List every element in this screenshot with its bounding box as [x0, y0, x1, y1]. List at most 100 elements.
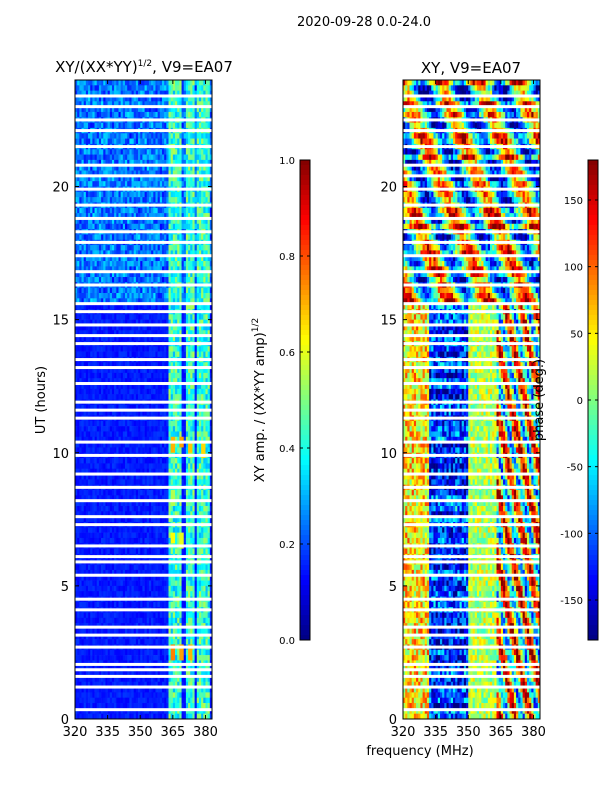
amplitude-cell [179, 122, 182, 129]
amplitude-cell [185, 138, 189, 145]
amplitude-cell [196, 458, 200, 464]
amplitude-cell [188, 388, 191, 395]
amplitude-cell [81, 367, 84, 374]
amplitude-cell [209, 324, 213, 331]
amplitude-cell [188, 458, 191, 464]
amplitude-cell [207, 490, 211, 496]
amplitude-cell [109, 490, 113, 496]
amplitude-cell [144, 122, 148, 129]
amplitude-cell [77, 271, 80, 278]
amplitude-cell [75, 383, 78, 390]
amplitude-cell [161, 106, 165, 113]
amplitude-cell [90, 442, 93, 448]
amplitude-cell [111, 271, 115, 278]
amplitude-cell [159, 181, 163, 187]
amplitude-cell [155, 404, 158, 411]
amplitude-cell [188, 298, 191, 304]
amplitude-cell [192, 287, 195, 294]
amplitude-cell [138, 138, 141, 145]
amplitude-cell [148, 293, 152, 299]
amplitude-cell [114, 245, 117, 251]
amplitude-cell [107, 245, 111, 251]
amplitude-cell [179, 287, 182, 294]
amplitude-cell [159, 154, 163, 161]
amplitude-cell [131, 138, 135, 145]
amplitude-cell [192, 458, 195, 464]
amplitude-cell [140, 383, 143, 390]
amplitude-cell [175, 95, 178, 102]
amplitude-cell [155, 298, 158, 304]
amplitude-cell [75, 378, 78, 384]
amplitude-cell [192, 431, 195, 438]
amplitude-cell [142, 106, 145, 113]
amplitude-cell [198, 223, 202, 230]
amplitude-cell [205, 495, 208, 501]
amplitude-cell [107, 495, 111, 501]
amplitude-cell [120, 218, 124, 225]
amplitude-cell [135, 404, 139, 411]
amplitude-cell [98, 436, 102, 443]
amplitude-cell [94, 154, 98, 161]
amplitude-cell [114, 479, 117, 486]
amplitude-cell [127, 436, 130, 443]
amplitude-cell [122, 372, 126, 379]
amplitude-cell [138, 383, 141, 390]
amplitude-cell [183, 324, 187, 331]
amplitude-cell [127, 175, 130, 182]
amplitude-cell [81, 410, 84, 416]
amplitude-cell [127, 261, 130, 267]
amplitude-cell [172, 90, 176, 97]
amplitude-cell [101, 191, 104, 198]
amplitude-cell [96, 175, 100, 182]
amplitude-cell [183, 111, 187, 118]
amplitude-cell [94, 191, 98, 198]
amplitude-cell [164, 346, 167, 352]
amplitude-cell [146, 175, 150, 182]
amplitude-cell [183, 191, 187, 198]
amplitude-cell [159, 372, 163, 379]
amplitude-cell [183, 213, 187, 219]
amplitude-cell [133, 463, 137, 470]
amplitude-cell [107, 346, 111, 352]
amplitude-cell [120, 154, 124, 161]
amplitude-cell [205, 330, 208, 336]
amplitude-cell [125, 436, 128, 443]
amplitude-cell [153, 362, 156, 368]
amplitude-cell [205, 404, 208, 411]
amplitude-cell [94, 106, 98, 113]
amplitude-cell [151, 362, 154, 368]
amplitude-cell [194, 479, 198, 486]
amplitude-cell [170, 80, 174, 86]
amplitude-cell [161, 149, 165, 155]
amplitude-cell [90, 351, 93, 358]
amplitude-cell [153, 80, 156, 86]
amplitude-cell [175, 362, 178, 368]
amplitude-cell [194, 277, 198, 283]
amplitude-cell [148, 85, 152, 91]
amplitude-cell [79, 250, 82, 257]
amplitude-cell [111, 394, 115, 400]
amplitude-cell [198, 372, 202, 379]
amplitude-cell [79, 404, 82, 411]
amplitude-cell [83, 213, 87, 219]
amplitude-cell [88, 255, 91, 262]
amplitude-cell [198, 111, 202, 118]
amplitude-cell [172, 346, 176, 352]
amplitude-cell [188, 319, 191, 326]
amplitude-cell [109, 95, 113, 102]
amplitude-cell [116, 474, 119, 480]
amplitude-cell [114, 431, 117, 438]
amplitude-cell [98, 490, 102, 496]
amplitude-cell [175, 245, 178, 251]
amplitude-cell [166, 266, 169, 273]
amplitude-cell [98, 213, 102, 219]
amplitude-cell [133, 250, 137, 257]
amplitude-cell [111, 85, 115, 91]
amplitude-cell [125, 324, 128, 331]
amplitude-cell [140, 335, 143, 342]
amplitude-cell [85, 197, 89, 203]
amplitude-cell [177, 346, 180, 352]
amplitude-cell [161, 335, 165, 342]
amplitude-cell [153, 410, 156, 416]
amplitude-cell [103, 298, 106, 304]
